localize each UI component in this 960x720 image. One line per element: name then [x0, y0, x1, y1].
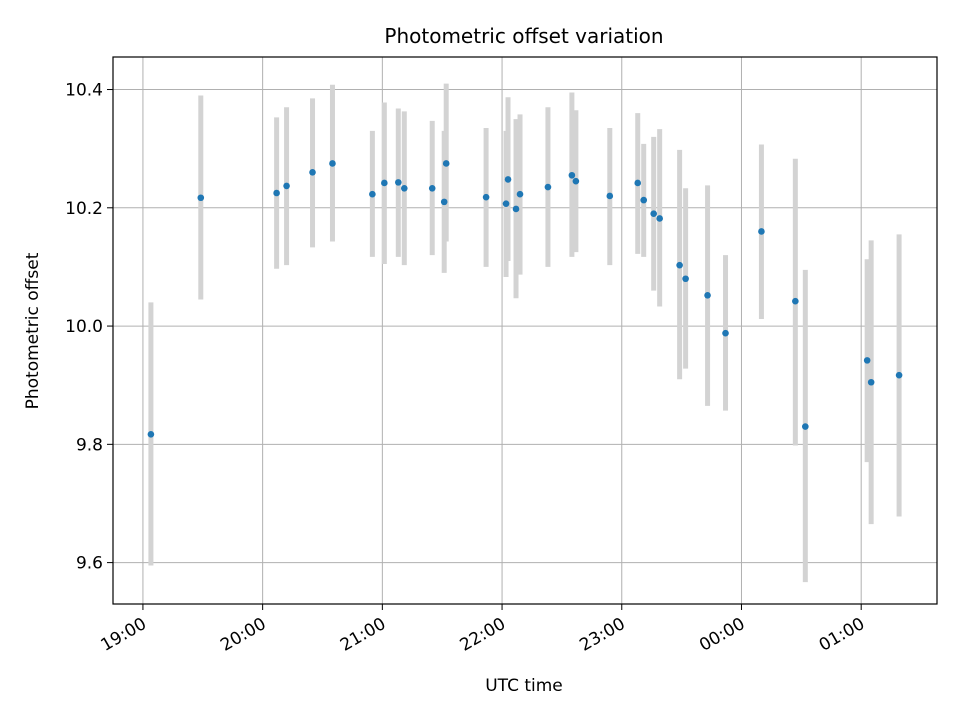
data-point: [656, 215, 663, 222]
data-point: [568, 171, 576, 179]
data-point: [309, 169, 316, 176]
data-point: [640, 196, 648, 204]
y-tick-label: 10.2: [65, 199, 103, 219]
data-point: [650, 210, 657, 218]
y-tick-label: 10.0: [65, 317, 103, 337]
data-point: [544, 183, 552, 191]
data-point: [895, 371, 903, 379]
chart-title: Photometric offset variation: [384, 24, 663, 48]
y-tick-label: 9.6: [76, 554, 103, 574]
x-axis-label: UTC time: [485, 676, 563, 696]
data-point: [147, 430, 155, 438]
data-point: [197, 194, 205, 202]
data-point: [369, 190, 376, 198]
data-point: [400, 184, 408, 192]
data-point: [442, 160, 450, 167]
data-point: [572, 177, 580, 185]
data-point: [516, 190, 524, 198]
data-point: [792, 297, 799, 305]
y-tick-label: 9.8: [76, 435, 103, 455]
data-point: [428, 184, 436, 192]
data-point: [502, 200, 510, 207]
data-point: [863, 357, 871, 364]
data-point: [440, 198, 448, 206]
data-point: [504, 176, 512, 183]
data-point: [395, 179, 402, 186]
y-axis-label: Photometric offset: [23, 252, 43, 409]
data-point: [273, 189, 280, 197]
data-point: [867, 378, 875, 386]
data-point: [606, 192, 614, 200]
y-axis: 9.6 9.8 10.0 10.2 10.4: [65, 81, 113, 574]
data-point: [704, 292, 711, 299]
data-point: [329, 160, 336, 167]
data-point: [512, 205, 520, 213]
data-point: [381, 179, 388, 187]
data-point: [722, 329, 729, 337]
data-point: [676, 261, 683, 269]
data-point: [634, 179, 642, 187]
data-point: [758, 228, 765, 235]
data-points: [147, 160, 903, 438]
y-tick-label: 10.4: [65, 81, 103, 101]
data-point: [682, 275, 689, 283]
data-point: [283, 182, 290, 190]
plot-area-frame: [112, 56, 938, 605]
data-point: [802, 423, 809, 430]
data-point: [482, 193, 490, 201]
